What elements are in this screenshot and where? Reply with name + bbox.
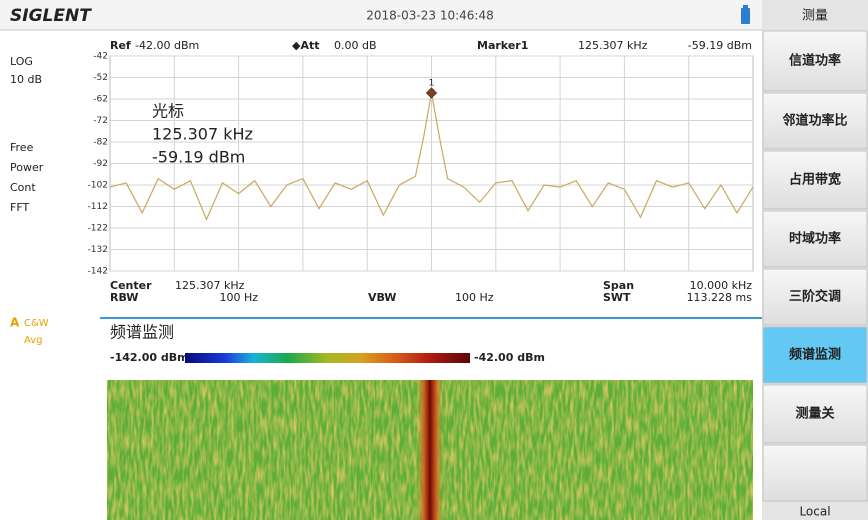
softkey-label[interactable]: 占用带宽 [789,172,841,188]
att-label: ◆Att [292,39,320,52]
ref-value: -42.00 dBm [135,39,199,52]
datetime: 2018-03-23 10:46:48 [366,9,493,23]
monitor-title: 频谱监测 [110,323,174,342]
softkey-label[interactable]: 时域功率 [789,231,841,247]
att-value: 0.00 dB [334,39,377,52]
softkey-label[interactable]: 邻道功率比 [781,113,847,129]
softkey[interactable] [763,445,867,501]
colorbar-min: -142.00 dBm [110,351,189,364]
trace-mode: C&W [24,318,49,329]
y-tick-label: -82 [93,138,108,148]
y-tick-label: -62 [93,95,108,105]
left-item: Power [10,161,44,174]
softkey-label[interactable]: 测量关 [795,406,834,422]
trace-flag: A [10,316,20,330]
y-tick-label: -72 [93,116,108,126]
y-tick-label: -132 [88,245,108,255]
rbw-value: 100 Hz [219,291,258,304]
y-tick-label: -52 [93,73,108,83]
marker-annotation: 125.307 kHz [152,125,253,144]
logo: SIGLENT [10,6,92,26]
softkey-label[interactable]: 三阶交调 [789,289,841,305]
scale-type: LOG [10,55,33,68]
left-item: Free [10,141,34,154]
battery-icon [741,8,750,24]
marker-level: -59.19 dBm [688,39,752,52]
scale-div: 10 dB [10,73,42,86]
rbw-label: RBW [110,291,138,304]
y-tick-label: -112 [88,202,108,212]
screen: SIGLENT 2018-03-23 10:46:48 LOG 10 dB Fr… [0,0,868,520]
marker-name: Marker1 [477,39,528,52]
y-tick-label: -92 [93,159,108,169]
battery-cap [743,5,748,8]
y-tick-label: -122 [88,224,108,234]
left-item: FFT [10,201,29,214]
vbw-value: 100 Hz [455,291,494,304]
vbw-label: VBW [368,291,396,304]
trace-avg: Avg [24,335,43,346]
colorbar-max: -42.00 dBm [474,351,545,364]
swt-label: SWT [603,291,631,304]
softkey-label[interactable]: 信道功率 [789,53,841,69]
y-tick-label: -42 [93,52,108,62]
waterfall-signal [417,380,443,520]
marker-label: 1 [429,78,435,88]
softkey-title: 测量 [802,9,828,24]
swt-value: 113.228 ms [687,291,753,304]
colorbar [185,353,470,363]
marker-freq: 125.307 kHz [578,39,648,52]
page: SIGLENT 2018-03-23 10:46:48 LOG 10 dB Fr… [0,0,868,520]
marker-annotation: 光标 [152,102,184,121]
y-tick-label: -102 [88,181,108,191]
y-tick-label: -142 [88,267,108,277]
left-item: Cont [10,181,36,194]
local: Local [799,505,830,519]
marker-annotation: -59.19 dBm [152,148,245,167]
softkey-label[interactable]: 频谱监测 [789,347,841,363]
ref-label: Ref [110,39,131,52]
